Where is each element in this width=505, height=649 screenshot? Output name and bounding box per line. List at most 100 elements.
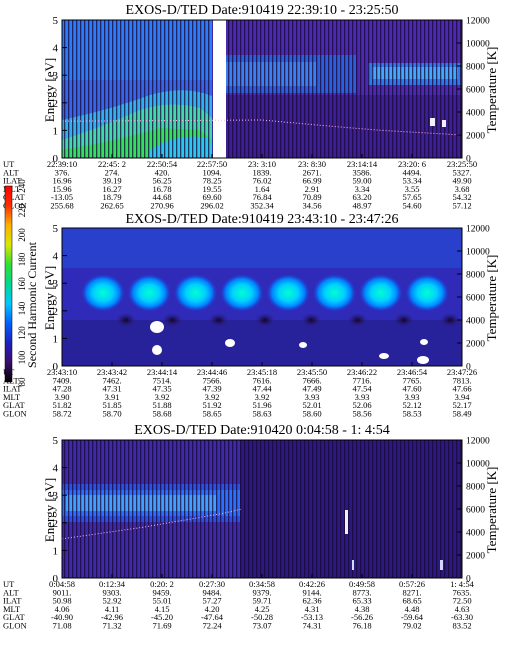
panel-2-title: EXOS-D/TED Date:910419 23:43:10 - 23:47:… <box>126 212 399 227</box>
row-value: 22:39:10 <box>47 159 77 169</box>
row-label-glon: GLON <box>3 409 27 419</box>
row-value: 15.96 <box>52 184 71 194</box>
row-value: 7635. <box>452 587 471 597</box>
row-value: 4.20 <box>205 604 220 614</box>
row-value: 23:20: 6 <box>398 159 426 169</box>
colorbar-gradient <box>4 185 13 383</box>
temp-tick-label: 4000 <box>466 109 485 119</box>
row-value: 3.92 <box>155 392 170 402</box>
row-value: 3586. <box>352 167 371 177</box>
row-label-glon: GLON <box>3 201 27 211</box>
temp-tick-label: 12000 <box>466 17 490 27</box>
row-value: 47.31 <box>102 384 121 394</box>
row-value: 78.25 <box>202 176 221 186</box>
row-value: 76.18 <box>352 621 371 631</box>
row-value: 53.34 <box>402 176 422 186</box>
temp-tick-label: 6000 <box>466 86 485 96</box>
temp-tick-label: 0 <box>466 155 471 165</box>
row-value: 22:45: 2 <box>98 159 126 169</box>
row-value: 66.99 <box>302 176 321 186</box>
row-value: 58.63 <box>252 409 271 419</box>
row-label-glat: GLAT <box>3 612 26 622</box>
row-value: 23:46:54 <box>397 367 428 377</box>
blob <box>405 273 450 312</box>
energy-tick-label: 1 <box>53 333 59 345</box>
blob <box>81 273 125 312</box>
row-value: 3.92 <box>205 392 220 402</box>
energy-tick-label: 2 <box>53 98 59 110</box>
row-value: 54.60 <box>402 201 421 211</box>
panel-2: EXOS-D/TED Date:910419 23:43:10 - 23:47:… <box>3 212 499 419</box>
row-label-ilat: ILAT <box>3 176 22 186</box>
row-label-glat: GLAT <box>3 400 26 410</box>
colorbar-ticks: 80 100 120 140 160 180 200 220 240 <box>17 179 27 387</box>
row-value: 16.78 <box>152 184 171 194</box>
row-value: 4.06 <box>55 604 70 614</box>
row-value: 9011. <box>53 587 72 597</box>
row-value: 65.33 <box>352 596 371 606</box>
dark-spot <box>208 313 229 327</box>
row-value: 51.96 <box>252 400 271 410</box>
row-value: 52.06 <box>352 400 371 410</box>
row-value: 23:47:26 <box>447 367 477 377</box>
row-value: 23:14:14 <box>347 159 378 169</box>
panel-3-temp-axis: 0 2000 4000 6000 8000 10000 12000 <box>61 437 490 585</box>
energy-tick-label: 4 <box>53 251 59 263</box>
panel-2-blobs <box>81 273 450 312</box>
row-value: 7616. <box>252 375 271 385</box>
row-value: 23: 8:30 <box>298 159 326 169</box>
colorbar-tick-label: 220 <box>17 203 27 217</box>
row-value: -45.20 <box>151 612 173 622</box>
panel-2-heatmap <box>62 228 462 366</box>
row-value: 9144. <box>302 587 321 597</box>
temp-tick-label: 2000 <box>466 552 485 562</box>
row-value: 23:25:50 <box>447 159 477 169</box>
row-value: 4.15 <box>155 604 170 614</box>
colorbar-tick-label: 200 <box>17 228 27 242</box>
dark-spot <box>254 313 275 327</box>
temp-tick-label: 12000 <box>466 437 490 447</box>
row-value: 79.02 <box>402 621 421 631</box>
row-value: 3.90 <box>55 392 70 402</box>
temp-tick-label: 12000 <box>466 225 490 235</box>
row-label-ut: UT <box>3 579 15 589</box>
row-value: 4.48 <box>405 604 420 614</box>
row-label-alt: ALT <box>3 587 20 597</box>
row-value: 58.70 <box>102 409 121 419</box>
temp-tick-label: 10000 <box>466 248 490 258</box>
panel-3: EXOS-D/TED Date:910420 0:04:58 - 1: 4:54… <box>3 423 499 631</box>
row-value: 270.96 <box>150 201 173 211</box>
blob <box>312 273 357 312</box>
temp-tick-label: 8000 <box>466 271 485 281</box>
row-value: 3.93 <box>405 392 420 402</box>
temp-tick-label: 4000 <box>466 529 485 539</box>
row-value: 51.92 <box>202 400 221 410</box>
energy-tick-label: 5 <box>53 435 59 447</box>
row-value: 52.12 <box>402 400 421 410</box>
panel-1-energy-axis: 0 1 2 3 4 5 <box>53 15 67 165</box>
row-value: 76.84 <box>252 192 272 202</box>
row-value: 1.64 <box>255 184 271 194</box>
panel-2-temp-axis: 0 2000 4000 6000 8000 10000 12000 <box>61 225 490 373</box>
row-value: 47.54 <box>352 384 372 394</box>
row-value: 47.39 <box>202 384 221 394</box>
row-value: 274. <box>105 167 120 177</box>
row-value: 44.68 <box>152 192 171 202</box>
row-value: 47.66 <box>452 384 471 394</box>
row-value: 54.32 <box>452 192 471 202</box>
panel-2-ylabel: Energy [eV] <box>42 266 57 330</box>
row-value: 4.31 <box>305 604 320 614</box>
colorbar-tick-label: 140 <box>17 301 27 315</box>
row-value: 52.92 <box>102 596 121 606</box>
row-value: 58.65 <box>202 409 221 419</box>
temp-tick-label: 2000 <box>466 132 485 142</box>
row-value: 4494. <box>402 167 421 177</box>
row-label-alt: ALT <box>3 167 20 177</box>
row-value: 296.02 <box>200 201 223 211</box>
row-value: 51.82 <box>52 400 71 410</box>
energy-tick-label: 2 <box>53 518 59 530</box>
row-value: 3.55 <box>405 184 420 194</box>
row-value: 9484. <box>202 587 221 597</box>
energy-tick-label: 4 <box>53 43 59 55</box>
row-value: 2.91 <box>305 184 320 194</box>
